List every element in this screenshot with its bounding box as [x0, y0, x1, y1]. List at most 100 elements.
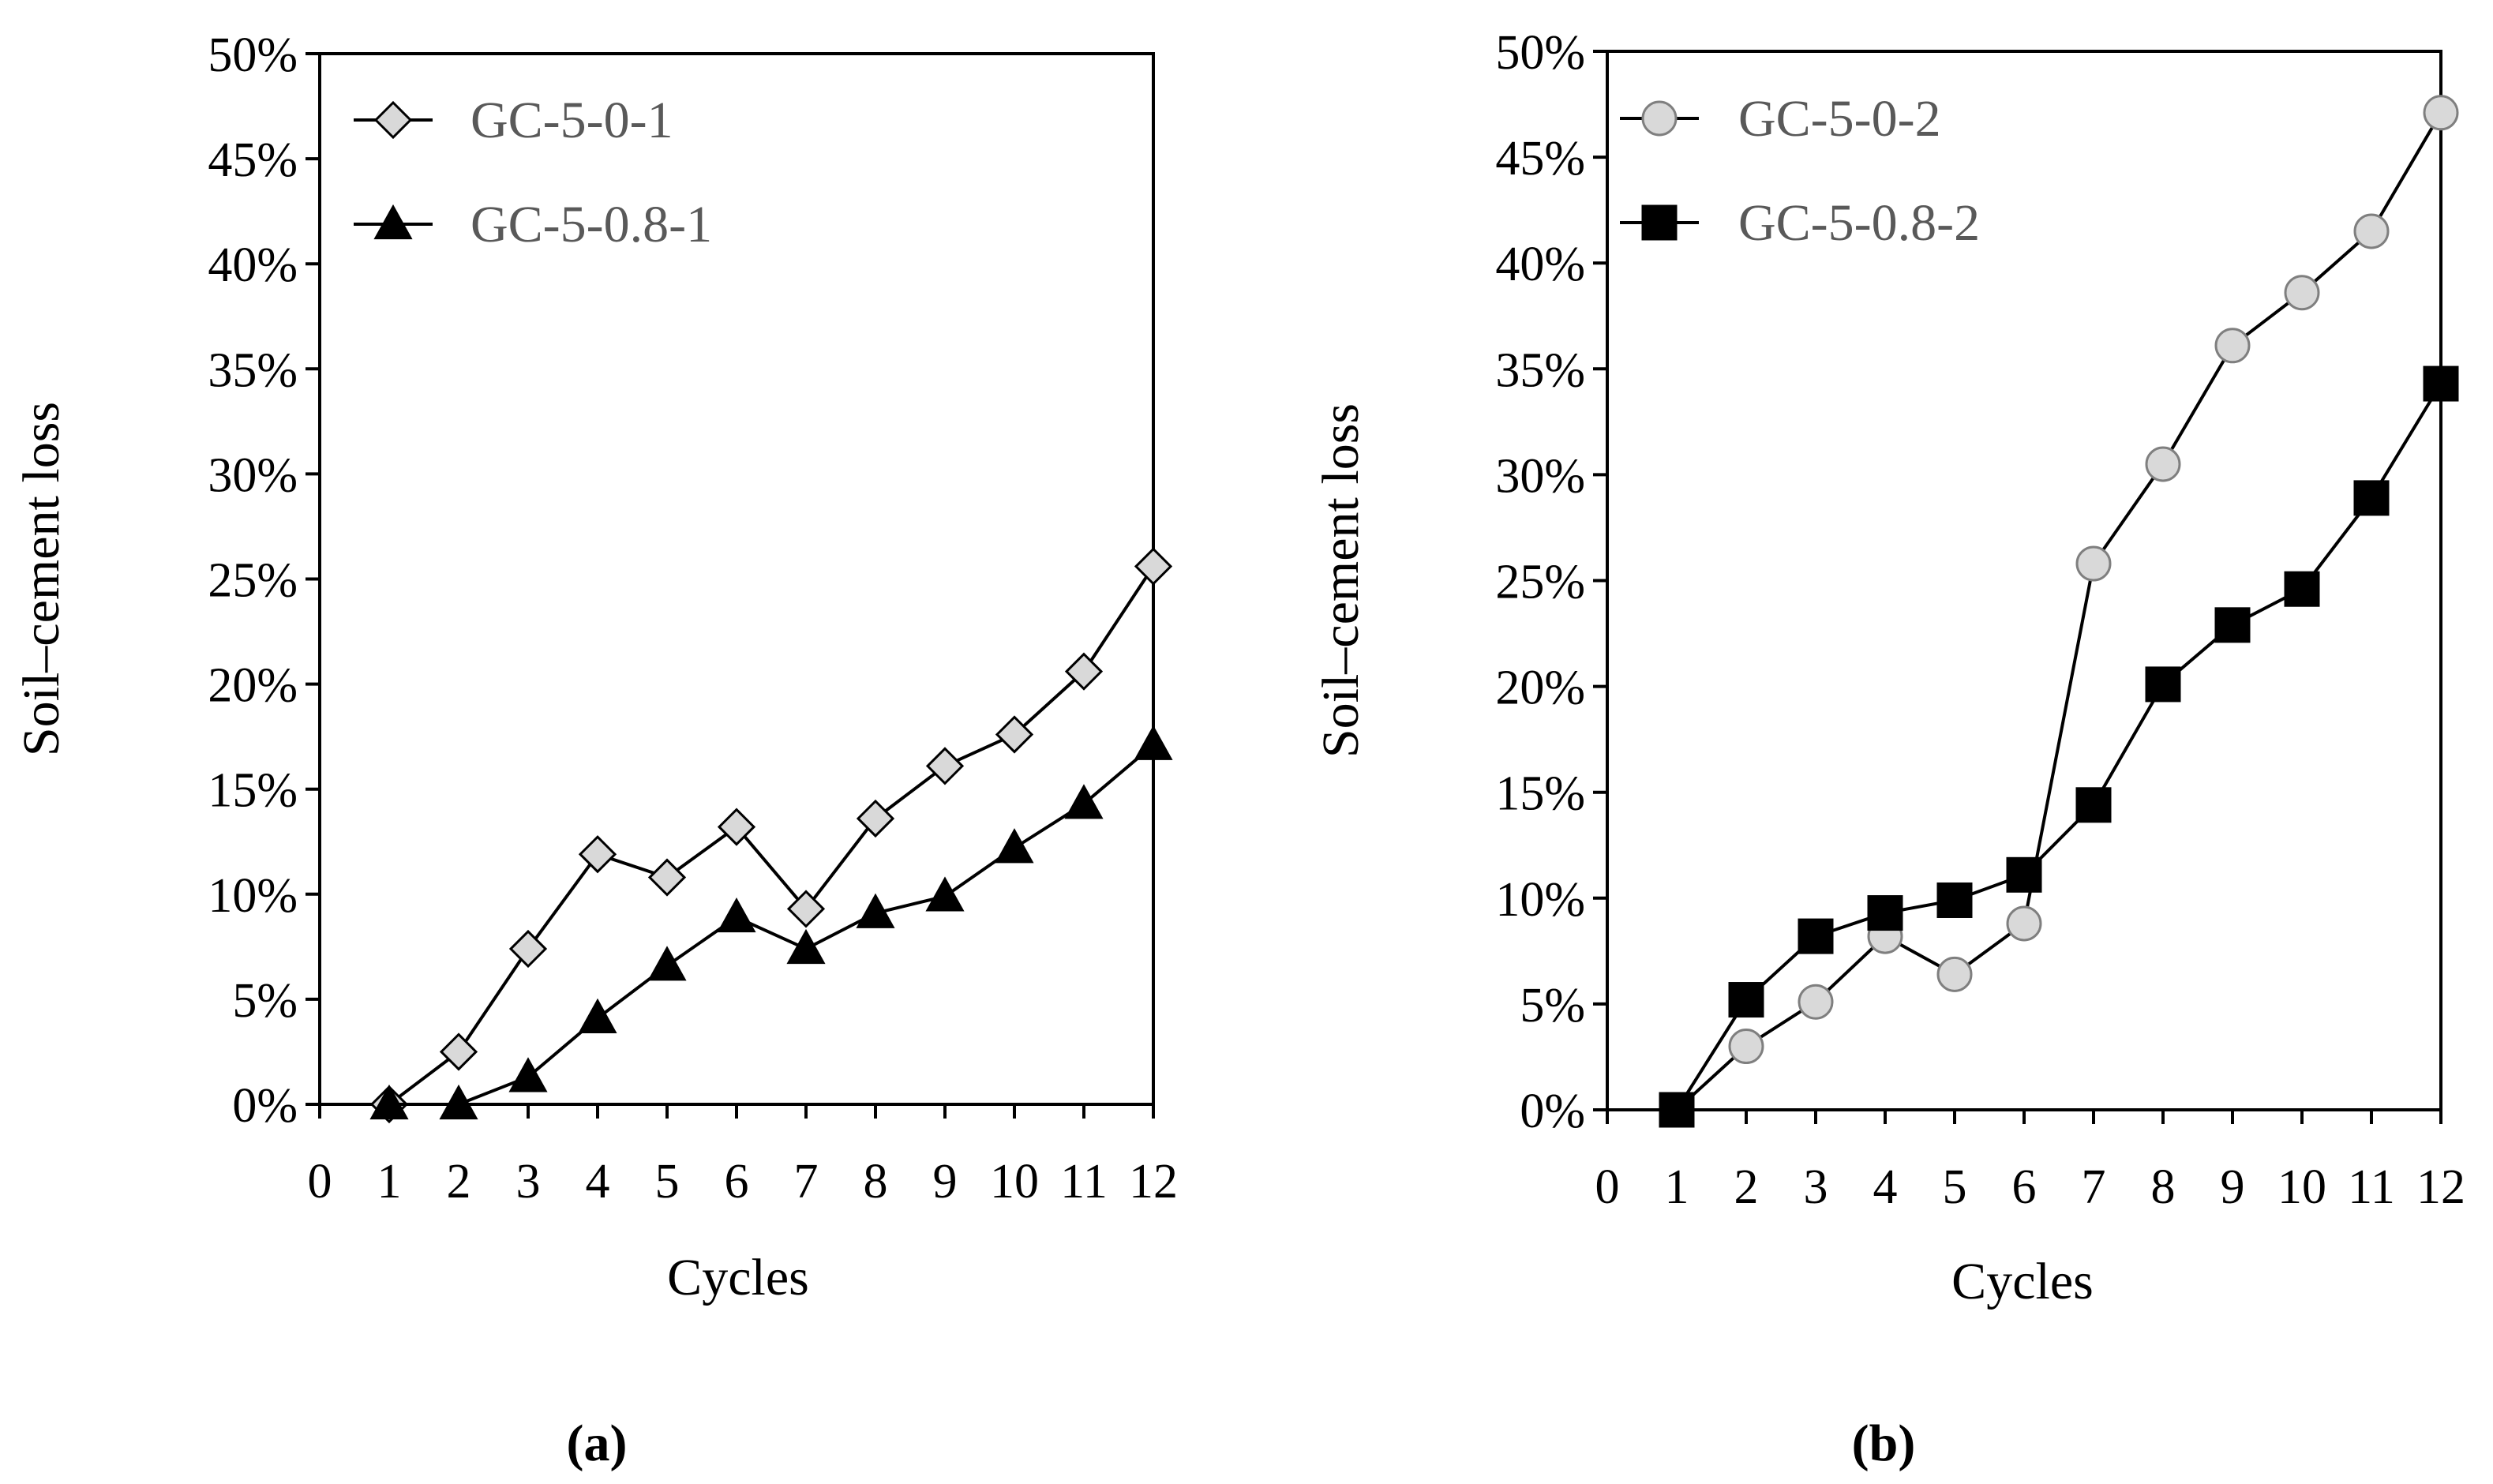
data-point — [578, 835, 617, 874]
chart-panel-b: 0%5%10%15%20%25%30%35%40%45%50%0 1 2 3 4 5 6 7 8… — [1312, 26, 2465, 1472]
data-point — [508, 929, 548, 969]
data-point — [1728, 982, 1764, 1018]
data-point — [1867, 895, 1903, 931]
legend-marker — [373, 204, 413, 240]
y-tick-label: 30% — [208, 448, 298, 502]
data-point — [995, 715, 1034, 754]
data-point — [2284, 275, 2320, 311]
y-tick-label: 0% — [232, 1079, 298, 1133]
x-tick-label: 7 — [2082, 1160, 2106, 1214]
y-tick-label: 25% — [1495, 556, 1585, 609]
y-tick-label: 40% — [1495, 238, 1585, 291]
data-point — [1134, 547, 1173, 586]
data-point — [2075, 787, 2112, 823]
y-axis-title: Soil–cement loss — [1312, 403, 1370, 758]
x-tick-label: 5 — [655, 1155, 680, 1209]
x-tick-label: 2 — [1734, 1160, 1759, 1214]
x-tick-label: 5 — [1943, 1160, 1967, 1214]
y-tick-label: 15% — [1495, 767, 1585, 821]
y-tick-label: 10% — [208, 869, 298, 923]
series-GC-5-0.8-1 — [369, 725, 1173, 1120]
legend-entry: GC-5-0-1 — [354, 92, 673, 149]
data-point — [1798, 984, 1834, 1020]
chart-panel-a: 0%5%10%15%20%25%30%35%40%45%50%0 1 2 3 4 5 6 7 8… — [13, 28, 1178, 1472]
data-point — [2214, 328, 2251, 364]
data-point — [1936, 882, 1973, 918]
data-point — [1064, 784, 1104, 819]
x-tick-label: 2 — [447, 1155, 471, 1209]
legend-entry: GC-5-0.8-1 — [354, 196, 712, 253]
x-tick-label: 4 — [586, 1155, 610, 1209]
panel-label: (b) — [1852, 1415, 1916, 1472]
series-GC-5-0-1 — [369, 547, 1173, 1124]
x-tick-label: 10 — [990, 1155, 1039, 1209]
legend-marker — [1641, 100, 1678, 137]
y-tick-label: 20% — [208, 659, 298, 713]
legend-label: GC-5-0-1 — [470, 92, 673, 149]
data-point — [2284, 571, 2320, 607]
x-tick-label: 1 — [1665, 1160, 1689, 1214]
data-point — [508, 1057, 548, 1092]
data-point — [2214, 607, 2251, 643]
y-tick-label: 50% — [208, 28, 298, 82]
plot-area-frame — [318, 52, 1155, 1106]
y-tick-label: 45% — [1495, 132, 1585, 186]
x-axis-title: Cycles — [667, 1249, 809, 1306]
x-tick-label: 0 — [1595, 1160, 1620, 1214]
data-point — [647, 946, 687, 981]
data-point — [2353, 480, 2390, 516]
series-line — [389, 744, 1155, 1106]
data-point — [1728, 1029, 1764, 1065]
series-GC-5-0.8-2 — [1659, 365, 2459, 1128]
x-tick-label: 9 — [2221, 1160, 2245, 1214]
data-point — [2423, 365, 2459, 402]
y-tick-label: 35% — [208, 343, 298, 397]
x-tick-label: 3 — [516, 1155, 541, 1209]
series-line — [388, 565, 1155, 1106]
data-point — [1936, 956, 1973, 992]
y-axis-title: Soil–cement loss — [13, 402, 70, 756]
y-tick-label: 50% — [1495, 26, 1585, 80]
data-point — [439, 1032, 478, 1071]
data-point — [2006, 905, 2042, 942]
x-tick-label: 1 — [377, 1155, 402, 1209]
x-tick-label: 11 — [1060, 1155, 1108, 1209]
data-point — [2145, 446, 2181, 482]
data-point — [1064, 652, 1104, 691]
data-point — [925, 876, 965, 912]
data-point — [786, 928, 826, 965]
data-point — [995, 828, 1034, 864]
x-tick-label: 10 — [2277, 1160, 2326, 1214]
y-tick-label: 5% — [232, 974, 298, 1028]
legend-entry: GC-5-0-2 — [1620, 90, 1941, 148]
x-tick-label: 12 — [2416, 1160, 2465, 1214]
y-tick-label: 35% — [1495, 343, 1585, 397]
legend-label: GC-5-0-2 — [1738, 90, 1941, 148]
x-tick-label: 11 — [2348, 1160, 2395, 1214]
x-tick-label: 6 — [2012, 1160, 2037, 1214]
data-point — [2075, 545, 2112, 582]
data-point — [578, 998, 617, 1033]
x-tick-label: 3 — [1804, 1160, 1828, 1214]
y-tick-label: 40% — [208, 238, 298, 292]
legend-label: GC-5-0.8-1 — [470, 196, 712, 253]
y-tick-label: 30% — [1495, 449, 1585, 503]
y-tick-label: 25% — [208, 554, 298, 608]
data-point — [2423, 95, 2459, 131]
x-tick-label: 9 — [933, 1155, 958, 1209]
y-tick-label: 15% — [208, 764, 298, 818]
legend-marker — [373, 100, 413, 140]
data-point — [647, 858, 687, 897]
data-point — [856, 799, 895, 838]
data-point — [856, 893, 895, 928]
legend-entry: GC-5-0.8-2 — [1620, 194, 1980, 252]
y-tick-label: 20% — [1495, 661, 1585, 715]
panel-label: (a) — [567, 1415, 628, 1472]
y-tick-label: 10% — [1495, 873, 1585, 927]
data-point — [786, 890, 826, 928]
data-point — [717, 897, 756, 933]
data-point — [369, 1084, 409, 1120]
legend-label: GC-5-0.8-2 — [1738, 194, 1980, 252]
x-tick-label: 0 — [308, 1155, 332, 1209]
